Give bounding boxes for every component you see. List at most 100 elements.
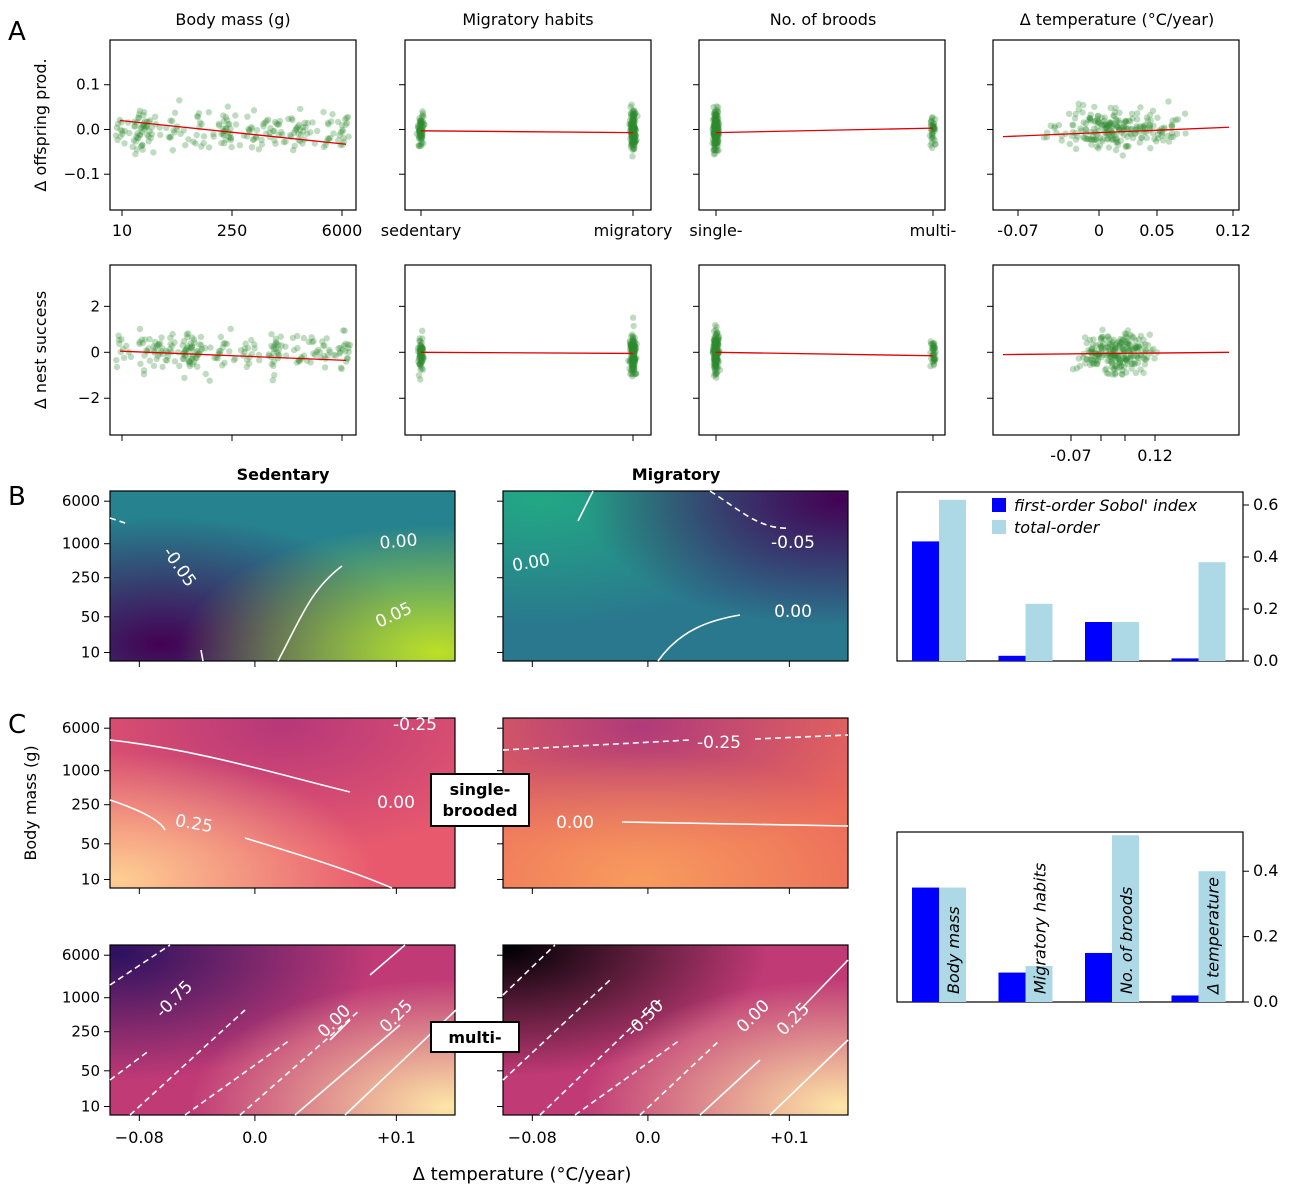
data-point <box>712 369 720 377</box>
data-point <box>712 123 720 130</box>
data-point <box>711 112 719 119</box>
data-point <box>1118 362 1125 369</box>
data-point <box>713 369 721 376</box>
data-point <box>1119 355 1127 362</box>
x-tick-label: -0.07 <box>1050 446 1091 465</box>
data-point <box>712 121 720 128</box>
data-point <box>710 346 717 353</box>
data-point <box>928 130 936 138</box>
data-point <box>134 130 141 137</box>
data-point <box>1133 125 1140 132</box>
data-point <box>712 338 719 345</box>
data-point <box>324 352 331 359</box>
data-point <box>1092 118 1099 125</box>
data-point <box>1120 123 1127 131</box>
data-point <box>629 337 636 344</box>
data-point <box>711 133 718 141</box>
data-point <box>419 335 426 342</box>
data-point <box>629 345 636 352</box>
data-point <box>1105 333 1112 341</box>
data-point <box>415 135 423 142</box>
data-point <box>711 120 718 127</box>
data-point <box>630 366 637 374</box>
heatmap-shade <box>503 491 848 661</box>
data-point <box>629 132 636 140</box>
data-point <box>1051 124 1058 132</box>
y-tick-label: 0.0 <box>76 120 100 138</box>
data-point <box>715 333 723 340</box>
data-point <box>1109 342 1116 350</box>
data-point <box>420 140 427 147</box>
data-point <box>1089 133 1096 140</box>
data-point <box>1109 338 1116 346</box>
data-point <box>418 339 425 347</box>
data-point <box>416 335 423 342</box>
data-point <box>188 342 196 350</box>
data-point <box>154 352 162 360</box>
data-point <box>117 126 124 133</box>
data-point <box>171 358 179 365</box>
data-point <box>1095 351 1102 359</box>
data-point <box>714 123 721 130</box>
data-point <box>135 114 142 121</box>
data-point <box>1115 356 1123 363</box>
data-point <box>309 119 316 126</box>
data-point <box>713 126 720 134</box>
data-point <box>1124 327 1132 334</box>
data-point <box>1111 112 1118 120</box>
data-point <box>1082 126 1090 133</box>
data-point <box>1110 366 1117 373</box>
data-point <box>626 365 633 372</box>
data-point <box>712 343 719 350</box>
data-point <box>150 149 157 156</box>
data-point <box>713 351 720 358</box>
data-point <box>1088 347 1096 355</box>
data-point <box>630 345 637 352</box>
data-point <box>1106 119 1113 126</box>
data-point <box>711 108 718 116</box>
data-point <box>153 355 160 363</box>
data-point <box>714 329 721 337</box>
data-point <box>626 121 633 128</box>
data-point <box>1115 117 1123 124</box>
data-point <box>1111 345 1119 353</box>
data-point <box>712 134 720 141</box>
data-point <box>929 351 936 359</box>
data-point <box>631 343 639 350</box>
data-point <box>1092 356 1100 364</box>
data-point <box>631 124 638 131</box>
data-point <box>709 136 717 143</box>
data-point <box>631 111 638 118</box>
data-point <box>630 342 638 349</box>
data-point <box>1094 124 1101 131</box>
data-point <box>416 117 423 125</box>
data-point <box>1074 133 1081 140</box>
data-point <box>929 134 936 141</box>
data-point <box>1103 369 1111 377</box>
data-point <box>928 122 935 129</box>
data-point <box>931 350 938 357</box>
data-point <box>264 116 272 123</box>
data-point <box>1149 130 1157 137</box>
data-point <box>715 341 722 348</box>
data-point <box>295 130 302 138</box>
data-point <box>1129 333 1136 340</box>
data-point <box>713 140 720 147</box>
contour-line <box>539 999 661 1116</box>
data-point <box>1099 326 1106 333</box>
data-point <box>1101 366 1109 374</box>
data-point <box>1107 119 1114 127</box>
data-point <box>144 348 151 355</box>
data-point <box>631 355 638 362</box>
axes-frame <box>992 39 1240 211</box>
data-point <box>168 348 175 356</box>
data-point <box>711 345 719 352</box>
data-point <box>415 127 423 135</box>
data-point <box>712 353 719 360</box>
data-point <box>711 133 718 141</box>
data-point <box>929 129 937 137</box>
data-point <box>293 124 301 132</box>
data-point <box>416 337 423 345</box>
data-point <box>227 134 235 142</box>
data-point <box>1128 352 1135 359</box>
